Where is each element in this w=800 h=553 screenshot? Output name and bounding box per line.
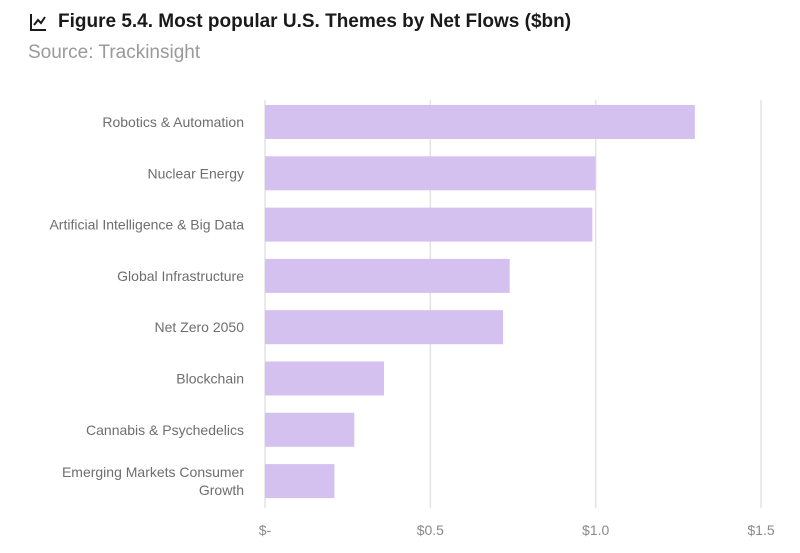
- category-label: Growth: [199, 482, 244, 498]
- x-tick-label: $1.0: [582, 522, 609, 538]
- title-row: Figure 5.4. Most popular U.S. Themes by …: [28, 8, 788, 36]
- category-label: Cannabis & Psychedelics: [86, 422, 244, 438]
- bars: [265, 105, 695, 499]
- bar: [265, 156, 596, 191]
- x-tick-labels: $- $0.5 $1.0 $1.5: [259, 522, 775, 538]
- x-tick-label: $-: [259, 522, 272, 538]
- bar: [265, 258, 510, 293]
- category-label: Blockchain: [176, 371, 244, 387]
- category-label: Net Zero 2050: [155, 319, 245, 335]
- bar: [265, 105, 695, 139]
- trend-chart-icon: [28, 12, 48, 32]
- category-labels: Robotics & Automation Nuclear Energy Artif…: [49, 114, 244, 498]
- category-label: Nuclear Energy: [148, 165, 245, 181]
- x-tick-label: $0.5: [417, 522, 444, 538]
- bar: [265, 412, 355, 447]
- bar: [265, 310, 504, 345]
- chart-header: Figure 5.4. Most popular U.S. Themes by …: [28, 8, 788, 64]
- category-label: Global Infrastructure: [117, 268, 244, 284]
- category-label: Emerging Markets Consumer: [62, 464, 244, 480]
- bar: [265, 464, 335, 499]
- chart-subtitle: Source: Trackinsight: [28, 42, 201, 63]
- x-tick-label: $1.5: [747, 522, 774, 538]
- chart-title: Figure 5.4. Most popular U.S. Themes by …: [58, 11, 572, 32]
- bar: [265, 361, 385, 396]
- bar: [265, 207, 593, 242]
- category-label: Robotics & Automation: [102, 114, 244, 130]
- category-label: Artificial Intelligence & Big Data: [49, 217, 244, 233]
